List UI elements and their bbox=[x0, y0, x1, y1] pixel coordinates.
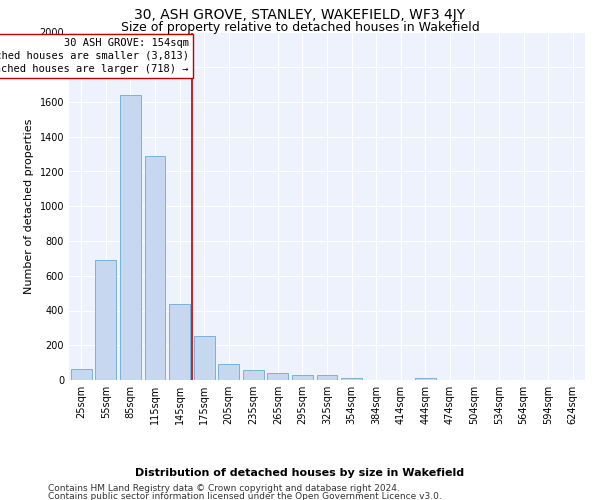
Bar bbox=[218, 364, 239, 380]
Bar bbox=[120, 95, 141, 380]
Bar bbox=[268, 373, 289, 380]
Bar bbox=[243, 370, 264, 380]
Bar bbox=[415, 378, 436, 380]
Bar bbox=[145, 156, 166, 380]
Text: Size of property relative to detached houses in Wakefield: Size of property relative to detached ho… bbox=[121, 22, 479, 35]
Bar bbox=[292, 375, 313, 380]
Bar bbox=[341, 378, 362, 380]
Text: Distribution of detached houses by size in Wakefield: Distribution of detached houses by size … bbox=[136, 468, 464, 477]
Text: Contains public sector information licensed under the Open Government Licence v3: Contains public sector information licen… bbox=[48, 492, 442, 500]
Text: 30, ASH GROVE, STANLEY, WAKEFIELD, WF3 4JY: 30, ASH GROVE, STANLEY, WAKEFIELD, WF3 4… bbox=[134, 8, 466, 22]
Bar bbox=[317, 375, 337, 380]
Text: Contains HM Land Registry data © Crown copyright and database right 2024.: Contains HM Land Registry data © Crown c… bbox=[48, 484, 400, 493]
Bar bbox=[95, 260, 116, 380]
Y-axis label: Number of detached properties: Number of detached properties bbox=[24, 118, 34, 294]
Bar bbox=[194, 336, 215, 380]
Bar bbox=[71, 368, 92, 380]
Text: 30 ASH GROVE: 154sqm
← 84% of detached houses are smaller (3,813)
16% of semi-de: 30 ASH GROVE: 154sqm ← 84% of detached h… bbox=[0, 38, 189, 74]
Bar bbox=[169, 304, 190, 380]
